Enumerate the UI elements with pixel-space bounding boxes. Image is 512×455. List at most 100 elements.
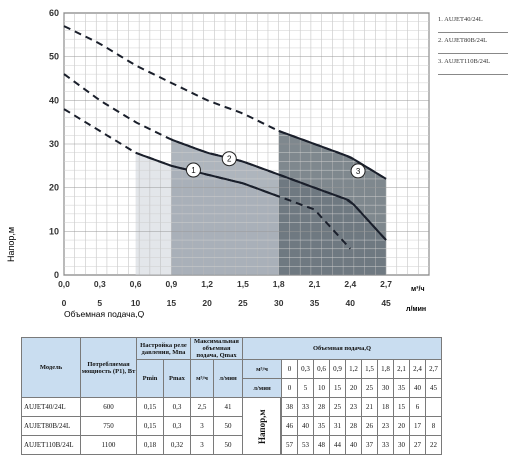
y-axis-label: Напор,м <box>6 227 16 262</box>
series-1-line <box>135 151 280 198</box>
y-tick-label: 50 <box>49 52 59 62</box>
q-lmin-7: 35 <box>393 378 410 398</box>
x-tick-label-lmin: 10 <box>131 298 141 308</box>
q-m3h-5: 1,5 <box>361 359 378 379</box>
head-1-0: 38 <box>281 397 298 417</box>
row-model: AUJET80B/24L <box>21 416 81 436</box>
legend-item-2: 2. AUJET80B/24L <box>438 33 508 54</box>
x-tick-label-m3h: 0,0 <box>58 279 70 289</box>
th-power: Потребляемая мощность (P1), Вт <box>80 337 137 398</box>
th-relay: Настройка реле давления, Мпа <box>136 337 191 360</box>
th-qmax-lmin: л/мин <box>213 359 243 398</box>
x-tick-label-m3h: 1,5 <box>237 279 249 289</box>
head-2-2: 35 <box>313 416 330 436</box>
q-m3h-2: 0,6 <box>313 359 330 379</box>
q-lmin-9: 45 <box>425 378 442 398</box>
th-qmax: Максимальная объемная подача, Qmax <box>190 337 243 360</box>
q-m3h-3: 0,9 <box>329 359 346 379</box>
head-2-3: 31 <box>329 416 346 436</box>
th-pmax: Pmax <box>163 359 191 398</box>
head-1-7: 15 <box>393 397 410 417</box>
th-unit-lmin: л/мин <box>242 378 282 398</box>
row-qmax-m3h: 3 <box>190 435 214 455</box>
th-flow: Объемная подача,Q <box>242 337 442 360</box>
q-lmin-2: 10 <box>313 378 330 398</box>
q-lmin-4: 20 <box>345 378 362 398</box>
legend: 1. AUJET40/24L 2. AUJET80B/24L 3. AUJET1… <box>438 12 508 75</box>
row-pmax: 0,3 <box>163 416 191 436</box>
q-m3h-8: 2,4 <box>409 359 426 379</box>
series-label-circle-2 <box>221 151 237 167</box>
x-tick-label-lmin: 0 <box>62 298 67 308</box>
row-power: 750 <box>80 416 137 436</box>
row-qmax-m3h: 3 <box>190 416 214 436</box>
row-pmin: 0,15 <box>136 397 164 417</box>
y-tick-label: 20 <box>49 183 59 193</box>
head-3-8: 27 <box>409 435 426 455</box>
head-1-2: 28 <box>313 397 330 417</box>
th-model: Модель <box>21 337 81 398</box>
head-2-6: 23 <box>377 416 394 436</box>
q-m3h-4: 1,2 <box>345 359 362 379</box>
head-2-1: 40 <box>297 416 314 436</box>
x-axis-label: Объемная подача,Q <box>64 309 145 318</box>
head-2-0: 46 <box>281 416 298 436</box>
x-unit-m3h: м³/ч <box>411 286 425 293</box>
x-tick-label-m3h: 2,7 <box>380 279 392 289</box>
row-pmax: 0,32 <box>163 435 191 455</box>
q-m3h-0: 0 <box>281 359 298 379</box>
head-3-4: 40 <box>345 435 362 455</box>
head-1-9 <box>425 397 442 417</box>
x-tick-label-lmin: 45 <box>381 298 391 308</box>
q-lmin-5: 25 <box>361 378 378 398</box>
y-tick-label: 40 <box>49 95 59 105</box>
row-power: 1100 <box>80 435 137 455</box>
head-3-3: 44 <box>329 435 346 455</box>
x-tick-label-m3h: 0,9 <box>165 279 177 289</box>
series-3-dashed <box>63 25 387 180</box>
head-1-5: 21 <box>361 397 378 417</box>
q-lmin-6: 30 <box>377 378 394 398</box>
th-qmax-m3h: м³/ч <box>190 359 214 398</box>
x-unit-lmin: л/мин <box>406 306 426 313</box>
row-qmax-lmin: 41 <box>213 397 243 417</box>
x-tick-label-lmin: 5 <box>97 298 102 308</box>
x-tick-label-m3h: 1,2 <box>201 279 213 289</box>
series-3-line <box>278 129 387 180</box>
head-2-8: 17 <box>409 416 426 436</box>
row-pmin: 0,18 <box>136 435 164 455</box>
row-power: 600 <box>80 397 137 417</box>
head-3-2: 48 <box>313 435 330 455</box>
row-qmax-m3h: 2,5 <box>190 397 214 417</box>
series-label-circle-1 <box>185 162 201 178</box>
q-lmin-0: 0 <box>281 378 298 398</box>
y-tick-label: 0 <box>54 270 59 280</box>
q-m3h-7: 2,1 <box>393 359 410 379</box>
legend-item-1: 1. AUJET40/24L <box>438 12 508 33</box>
head-3-7: 30 <box>393 435 410 455</box>
head-2-7: 20 <box>393 416 410 436</box>
x-tick-label-m3h: 2,4 <box>344 279 356 289</box>
q-m3h-1: 0,3 <box>297 359 314 379</box>
q-m3h-6: 1,8 <box>377 359 394 379</box>
x-tick-label-lmin: 25 <box>238 298 248 308</box>
series-label-circle-3 <box>350 163 366 179</box>
x-tick-label-m3h: 2,1 <box>309 279 321 289</box>
x-tick-label-lmin: 35 <box>310 298 320 308</box>
head-3-9: 22 <box>425 435 442 455</box>
series-2-line <box>171 138 387 241</box>
row-qmax-lmin: 50 <box>213 416 243 436</box>
series-label-1: 1 <box>191 166 196 175</box>
x-tick-label-m3h: 1,8 <box>273 279 285 289</box>
row-model: AUJET110B/24L <box>21 435 81 455</box>
head-3-5: 37 <box>361 435 378 455</box>
x-tick-label-lmin: 20 <box>202 298 212 308</box>
head-1-4: 23 <box>345 397 362 417</box>
specifications-table: Модель Потребляемая мощность (P1), Вт На… <box>21 337 442 455</box>
head-2-9: 8 <box>425 416 442 436</box>
x-tick-label-m3h: 0,6 <box>130 279 142 289</box>
x-tick-label-lmin: 15 <box>167 298 177 308</box>
q-m3h-9: 2,7 <box>425 359 442 379</box>
head-1-1: 33 <box>297 397 314 417</box>
